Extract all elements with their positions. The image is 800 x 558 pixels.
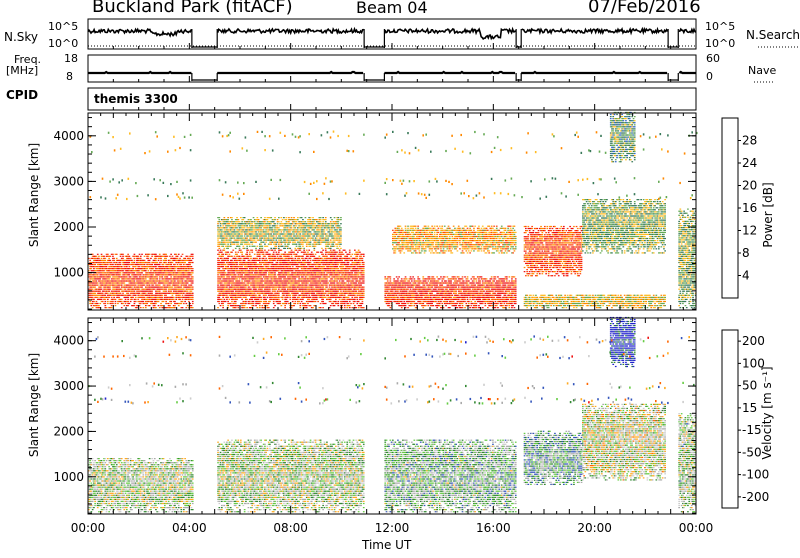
freq-trace bbox=[88, 72, 696, 73]
velocity-colorbar-tick-label-0: 200 bbox=[742, 334, 765, 348]
power-y-tick-label-2: 3000 bbox=[53, 174, 84, 188]
x-tick-label-5: 20:00 bbox=[577, 521, 612, 535]
date-label: 07/Feb/2016 bbox=[588, 0, 701, 17]
nave-tick-top: 60 bbox=[706, 52, 720, 65]
nsearch-label: N.Search bbox=[746, 28, 800, 42]
power-colorbar-tick-label-3: 16 bbox=[742, 201, 757, 215]
velocity-colorbar-tick-label-5: -50 bbox=[742, 445, 762, 459]
velocity-colorbar-label: Velocity [m s⁻¹] bbox=[760, 358, 774, 468]
freq-tick-bottom: 8 bbox=[66, 70, 73, 83]
velocity-y-tick-label-1: 2000 bbox=[53, 424, 84, 438]
power-cells bbox=[88, 112, 698, 308]
velocity-colorbar-tick-label-6: -100 bbox=[742, 468, 769, 482]
nsearch-tick-top: 10^5 bbox=[705, 20, 735, 33]
x-tick-label-0: 00:00 bbox=[71, 521, 106, 535]
velocity-y-tick-label-2: 3000 bbox=[53, 379, 84, 393]
nsky-tick-top: 10^5 bbox=[48, 20, 78, 33]
velocity-colorbar-tick-label-2: 50 bbox=[742, 379, 757, 393]
x-tick-label-2: 08:00 bbox=[273, 521, 308, 535]
power-colorbar-frame bbox=[722, 118, 738, 298]
x-tick-label-6: 00:00 bbox=[679, 521, 714, 535]
power-colorbar-tick-label-0: 4 bbox=[742, 269, 750, 283]
x-axis-label: Time UT bbox=[362, 538, 411, 552]
power-colorbar-tick-label-5: 24 bbox=[742, 156, 757, 170]
x-tick-label-4: 16:00 bbox=[476, 521, 511, 535]
velocity-y-tick-label-0: 1000 bbox=[53, 470, 84, 484]
nsky-tick-bottom: 10^0 bbox=[48, 37, 78, 50]
nsky-label: N.Sky bbox=[4, 30, 38, 44]
nave-tick-bottom: 0 bbox=[706, 70, 713, 83]
power-y-tick-label-3: 4000 bbox=[53, 129, 84, 143]
plot-title: Buckland Park (fitACF) bbox=[92, 0, 293, 17]
velocity-colorbar-frame bbox=[722, 330, 738, 508]
velocity-colorbar-tick-label-4: -15 bbox=[742, 423, 762, 437]
x-tick-label-1: 04:00 bbox=[172, 521, 207, 535]
nsky-trace bbox=[88, 29, 696, 39]
freq-unit-label: [MHz] bbox=[6, 64, 38, 77]
velocity-y-tick-label-3: 4000 bbox=[53, 334, 84, 348]
power-y-tick-label-0: 1000 bbox=[53, 266, 84, 280]
velocity-ylabel: Slant Range [km] bbox=[27, 345, 41, 465]
nsearch-tick-bottom: 10^0 bbox=[705, 37, 735, 50]
x-tick-label-3: 12:00 bbox=[375, 521, 410, 535]
freq-tick-top: 18 bbox=[64, 52, 78, 65]
velocity-cells bbox=[88, 317, 696, 512]
power-colorbar-tick-label-6: 28 bbox=[742, 134, 757, 148]
power-y-tick-label-1: 2000 bbox=[53, 220, 84, 234]
nave-label: Nave bbox=[748, 64, 776, 77]
power-colorbar-tick-label-2: 12 bbox=[742, 224, 757, 238]
beam-label: Beam 04 bbox=[356, 0, 428, 17]
power-colorbar-tick-label-4: 20 bbox=[742, 179, 757, 193]
velocity-colorbar-tick-label-7: -200 bbox=[742, 490, 769, 504]
cpid-value: themis 3300 bbox=[94, 92, 178, 106]
cpid-label: CPID bbox=[6, 88, 38, 102]
velocity-colorbar-tick-label-3: 15 bbox=[742, 401, 757, 415]
power-colorbar-label: Power [dB] bbox=[761, 165, 775, 265]
power-colorbar-tick-label-1: 8 bbox=[742, 246, 750, 260]
power-ylabel: Slant Range [km] bbox=[27, 135, 41, 255]
